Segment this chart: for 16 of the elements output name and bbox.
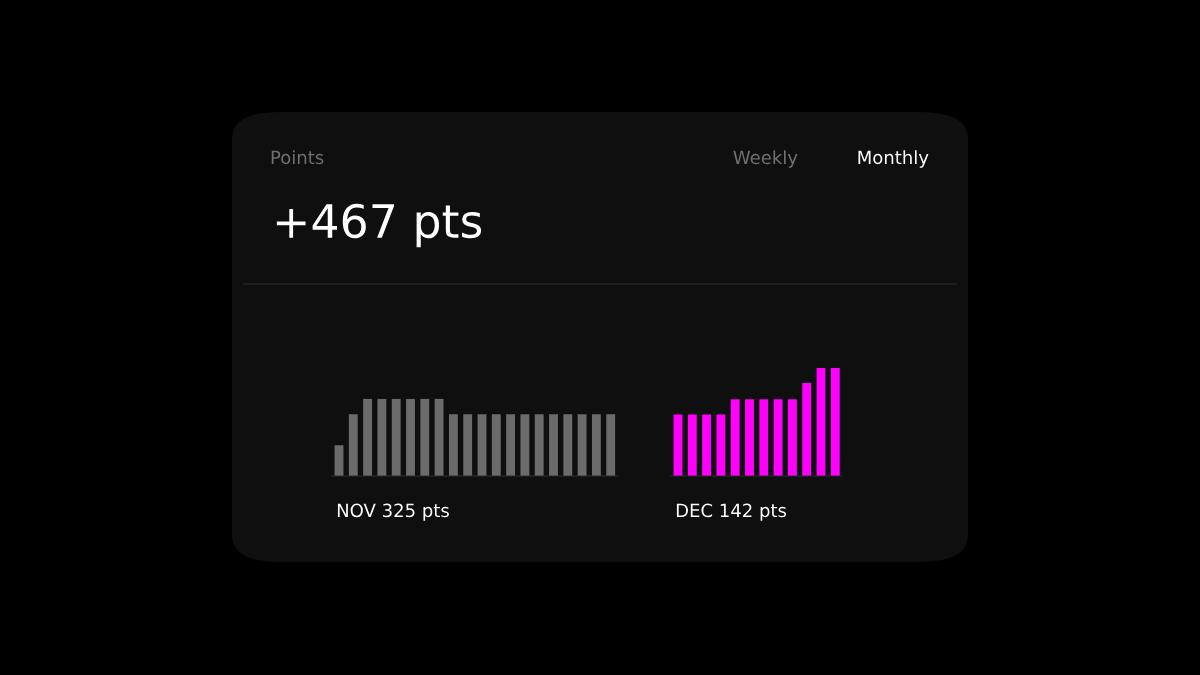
text: NOV 325 pts	[337, 503, 449, 521]
bar	[787, 399, 797, 476]
text: DEC 142 pts	[676, 503, 787, 521]
text: Monthly	[858, 150, 929, 168]
text: +467 pts	[276, 203, 482, 248]
text: Weekly	[733, 150, 798, 168]
bar	[745, 399, 754, 476]
bar	[802, 383, 812, 476]
bar	[730, 399, 740, 476]
text: Points	[271, 150, 324, 165]
bar	[716, 414, 726, 476]
bar	[830, 368, 840, 476]
bar	[759, 399, 769, 476]
bar	[687, 414, 697, 476]
bar	[702, 414, 712, 476]
bar	[773, 399, 783, 476]
